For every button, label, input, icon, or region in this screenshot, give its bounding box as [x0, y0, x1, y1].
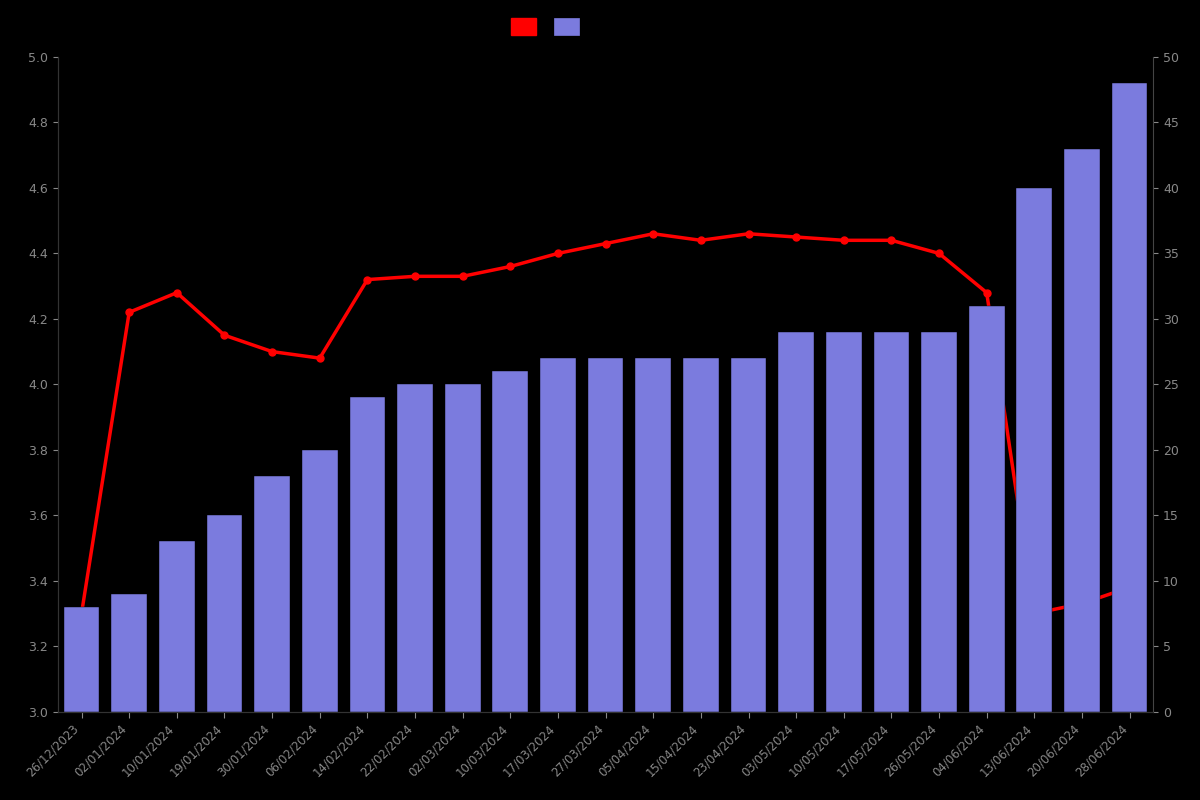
Bar	[349, 398, 385, 712]
Point	[215, 329, 234, 342]
Bar	[826, 332, 862, 712]
Point	[310, 352, 329, 365]
Point	[263, 345, 282, 358]
Point	[358, 273, 377, 286]
Point	[596, 237, 616, 250]
Point	[500, 260, 520, 273]
Point	[1025, 607, 1044, 620]
Point	[454, 270, 473, 282]
Point	[882, 234, 901, 246]
Point	[739, 227, 758, 240]
Bar	[540, 358, 576, 712]
Point	[548, 247, 568, 260]
Bar	[158, 542, 194, 712]
Bar	[492, 371, 528, 712]
Point	[691, 234, 710, 246]
Point	[977, 286, 996, 299]
Bar	[206, 515, 242, 712]
Point	[1073, 598, 1092, 610]
Bar	[588, 358, 624, 712]
Bar	[1111, 83, 1147, 712]
Point	[72, 607, 91, 620]
Bar	[922, 332, 956, 712]
Point	[834, 234, 853, 246]
Point	[167, 286, 186, 299]
Bar	[683, 358, 719, 712]
Bar	[64, 607, 100, 712]
Bar	[397, 384, 433, 712]
Bar	[874, 332, 910, 712]
Bar	[1064, 149, 1100, 712]
Legend: , : ,	[511, 18, 590, 35]
Point	[643, 227, 662, 240]
Point	[1120, 581, 1139, 594]
Point	[406, 270, 425, 282]
Bar	[112, 594, 148, 712]
Bar	[254, 476, 290, 712]
Point	[786, 230, 805, 243]
Bar	[445, 384, 480, 712]
Point	[930, 247, 949, 260]
Bar	[302, 450, 337, 712]
Bar	[968, 306, 1004, 712]
Bar	[635, 358, 671, 712]
Bar	[731, 358, 767, 712]
Point	[120, 306, 139, 318]
Bar	[779, 332, 814, 712]
Bar	[1016, 188, 1052, 712]
